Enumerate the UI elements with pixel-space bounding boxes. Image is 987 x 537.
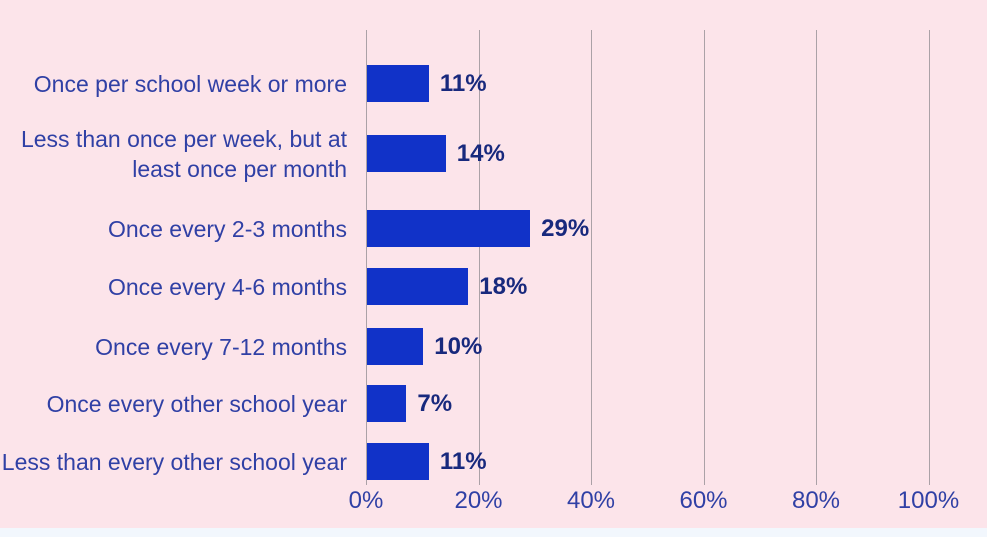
category-label: Less than every other school year bbox=[1, 448, 347, 475]
x-tick-label: 80% bbox=[791, 487, 841, 514]
category-label: Once per school week or more bbox=[33, 70, 347, 97]
x-tick-label: 40% bbox=[566, 487, 616, 514]
value-label: 7% bbox=[417, 389, 453, 417]
category-label: Less than once per week, but at least on… bbox=[20, 125, 347, 182]
bar bbox=[367, 268, 469, 305]
value-label: 11% bbox=[439, 69, 487, 97]
gridline bbox=[591, 30, 592, 485]
gridline bbox=[366, 30, 367, 485]
category-label: Once every 7-12 months bbox=[95, 333, 347, 360]
bar bbox=[367, 443, 429, 480]
bar bbox=[367, 385, 407, 422]
x-tick-label: 0% bbox=[348, 487, 384, 514]
category-label: Once every 4-6 months bbox=[107, 273, 347, 300]
value-label: 29% bbox=[541, 214, 590, 242]
value-label: 14% bbox=[456, 139, 505, 167]
x-tick-label: 60% bbox=[679, 487, 728, 514]
bar bbox=[367, 210, 531, 247]
value-label: 10% bbox=[434, 332, 483, 360]
gridline bbox=[816, 30, 817, 485]
value-label: 11% bbox=[439, 447, 487, 475]
bar bbox=[367, 135, 446, 172]
bar bbox=[367, 65, 429, 102]
x-tick-label: 20% bbox=[454, 487, 503, 514]
gridline bbox=[928, 30, 930, 485]
category-label: Once every 2-3 months bbox=[107, 215, 347, 242]
bar bbox=[367, 328, 424, 365]
category-label: Once every other school year bbox=[46, 390, 347, 417]
gridline bbox=[478, 30, 480, 485]
value-label: 18% bbox=[479, 272, 528, 300]
gridline bbox=[703, 30, 705, 485]
footer-strip bbox=[0, 528, 987, 537]
x-tick-label: 100% bbox=[897, 487, 960, 514]
